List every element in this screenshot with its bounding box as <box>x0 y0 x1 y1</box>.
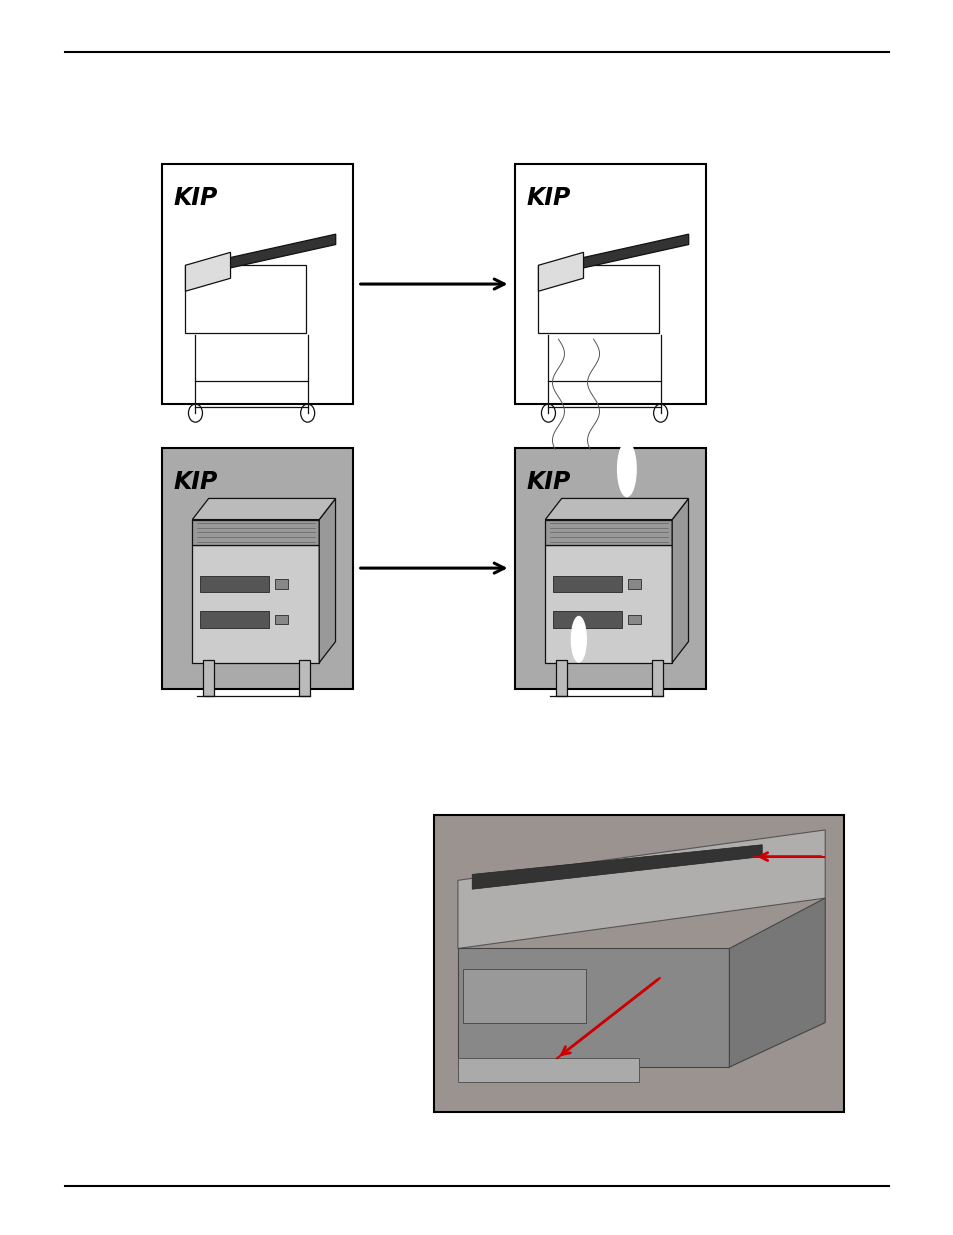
Bar <box>552 576 621 593</box>
Bar <box>193 520 319 546</box>
Text: KIP: KIP <box>526 469 571 494</box>
Polygon shape <box>319 499 335 663</box>
Bar <box>199 611 269 627</box>
Bar <box>299 661 310 695</box>
Polygon shape <box>457 830 824 948</box>
Text: KIP: KIP <box>173 469 218 494</box>
Bar <box>162 164 353 405</box>
Bar <box>193 546 319 663</box>
Bar <box>627 615 640 624</box>
Bar <box>652 661 662 695</box>
Bar <box>434 815 843 1112</box>
Bar <box>274 579 288 589</box>
Polygon shape <box>193 499 335 520</box>
Polygon shape <box>545 499 688 520</box>
Bar <box>274 615 288 624</box>
Bar <box>203 661 213 695</box>
Bar <box>162 448 353 689</box>
Bar <box>515 448 705 689</box>
Polygon shape <box>457 1058 639 1082</box>
Polygon shape <box>672 499 688 663</box>
Bar <box>545 546 672 663</box>
Bar <box>515 164 705 405</box>
Polygon shape <box>537 252 583 291</box>
Polygon shape <box>472 845 761 889</box>
Polygon shape <box>548 235 688 275</box>
Bar <box>537 266 658 332</box>
Bar <box>552 611 621 627</box>
Ellipse shape <box>570 616 586 663</box>
Text: KIP: KIP <box>526 186 571 210</box>
Polygon shape <box>729 898 824 1067</box>
Ellipse shape <box>617 441 637 498</box>
Bar <box>199 576 269 593</box>
Bar <box>462 969 585 1023</box>
Polygon shape <box>457 948 729 1067</box>
Polygon shape <box>195 235 335 275</box>
Bar <box>545 520 672 546</box>
Polygon shape <box>185 252 231 291</box>
Text: KIP: KIP <box>173 186 218 210</box>
Bar <box>185 266 305 332</box>
Bar <box>556 661 566 695</box>
Bar <box>627 579 640 589</box>
